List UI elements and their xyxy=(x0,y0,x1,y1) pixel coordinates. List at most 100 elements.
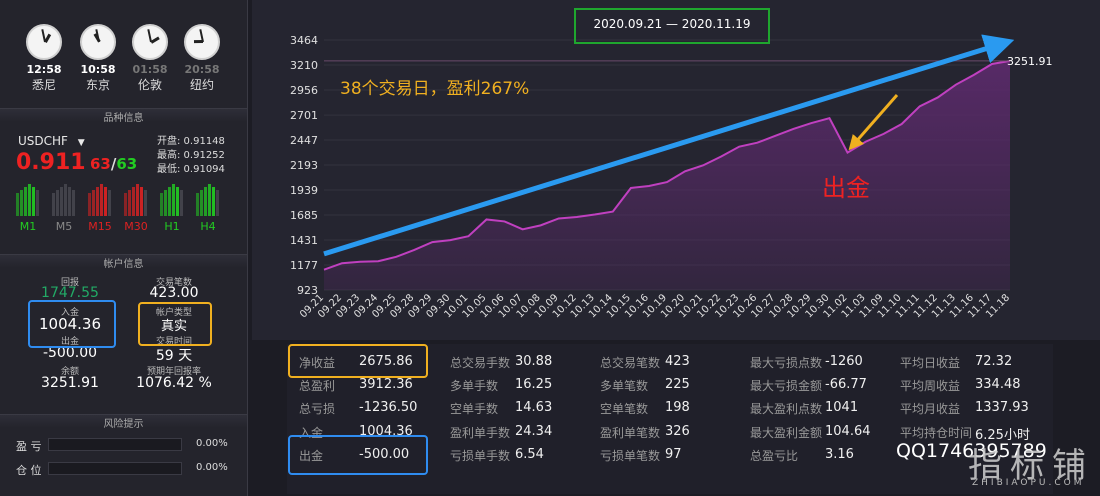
stat-label: 最大亏损金额 xyxy=(750,379,823,393)
deposit-value: 1004.36 xyxy=(38,315,102,333)
stat-value: 1041 xyxy=(825,400,859,415)
stat-value: 2675.86 xyxy=(359,354,413,369)
trades-value: 423.00 xyxy=(149,285,199,301)
stat-label: 平均持仓时间 xyxy=(900,426,973,440)
clock-icon xyxy=(184,24,220,60)
stat-value: 72.32 xyxy=(975,354,1013,369)
strength-bars-M15 xyxy=(88,184,112,216)
stat-value: 6.54 xyxy=(515,447,544,462)
stat-item: 总盈利 3912.36 xyxy=(299,377,413,394)
strength-bars-M1 xyxy=(16,184,40,216)
stat-item: 盈利单笔数 326 xyxy=(600,424,690,441)
strength-bars-H1 xyxy=(160,184,184,216)
withdraw-value: -500.00 xyxy=(42,345,98,361)
stat-label: 净收益 xyxy=(299,356,336,370)
trades-label: 交易笔数 xyxy=(155,278,192,288)
stat-value: -1260 xyxy=(825,354,863,369)
date-range: 2020.09.21 — 2020.11.19 xyxy=(593,17,751,31)
stat-item: 平均持仓时间 6.25小时 xyxy=(900,424,1030,443)
stat-item: 总交易手数 30.88 xyxy=(450,354,552,371)
pips-ask: 63 xyxy=(116,155,138,173)
stat-value: 6.25小时 xyxy=(975,428,1030,443)
y-tick-label: 1431 xyxy=(290,234,318,247)
stat-value: -500.00 xyxy=(359,447,410,462)
timeframe-H1[interactable]: H1 xyxy=(164,220,180,233)
stat-value: 14.63 xyxy=(515,400,553,415)
date-range-box xyxy=(574,8,770,44)
y-tick-label: 2447 xyxy=(290,134,318,147)
stat-value: 3912.36 xyxy=(359,377,413,392)
y-tick-label: 2956 xyxy=(290,84,318,97)
equity-chart-panel: 923 1177 1431 1685 1939 2193 2447 2701 2956 3210 3… xyxy=(252,0,1100,340)
stat-item: 平均周收益 334.48 xyxy=(900,377,1021,394)
timeframe-H4[interactable]: H4 xyxy=(200,220,216,233)
last-value-label: 3251.91 xyxy=(1007,55,1053,68)
stat-label: 平均月收益 xyxy=(900,402,961,416)
chevron-down-icon[interactable]: ▼ xyxy=(77,138,85,148)
stat-item: 盈利单手数 24.34 xyxy=(450,424,552,441)
stat-value: 423 xyxy=(665,354,690,369)
return-label: 回报 xyxy=(60,278,79,288)
symbol-name: USDCHF xyxy=(18,134,68,148)
profit-annotation: 38个交易日，盈利267% xyxy=(340,79,530,99)
stat-label: 盈利单手数 xyxy=(450,426,511,440)
trend-arrow xyxy=(323,34,1015,257)
account-type-highlight-box xyxy=(138,302,212,346)
timeframe-M15[interactable]: M15 xyxy=(88,220,112,233)
clock-time: 10:58 xyxy=(80,63,116,76)
stat-label: 多单笔数 xyxy=(600,379,649,393)
stat-label: 最大亏损点数 xyxy=(750,356,823,370)
timeframe-M30[interactable]: M30 xyxy=(124,220,148,233)
clock-0: 12:58 悉尼 xyxy=(24,24,64,93)
strength-bars-H4 xyxy=(196,184,220,216)
open-price: 开盘: 0.91148 xyxy=(157,136,225,147)
stat-item: 空单笔数 198 xyxy=(600,400,690,417)
timeframe-M5[interactable]: M5 xyxy=(55,220,73,233)
stat-label: 总亏损 xyxy=(299,402,336,416)
withdraw-label: 出金 xyxy=(60,337,79,347)
risk-row-position-pct: 0.00% xyxy=(196,462,228,473)
account-type-label: 帐户类型 xyxy=(155,308,192,318)
watermark-url: ZHIBIAOPU.COM xyxy=(972,478,1085,488)
y-tick-label: 1177 xyxy=(290,259,318,272)
risk-row-pnl-label: 盈 亏 xyxy=(16,440,42,453)
timeframe-M1[interactable]: M1 xyxy=(19,220,37,233)
account-type-value: 真实 xyxy=(160,319,187,334)
clock-icon xyxy=(26,24,62,60)
stat-label: 平均周收益 xyxy=(900,379,961,393)
symbol-selector[interactable]: USDCHF ▼ xyxy=(18,134,85,148)
clock-icon xyxy=(132,24,168,60)
stat-value: 225 xyxy=(665,377,690,392)
stat-label: 多单手数 xyxy=(450,379,499,393)
clock-city: 悉尼 xyxy=(31,78,56,92)
stat-label: 盈利单笔数 xyxy=(600,426,661,440)
stat-label: 空单手数 xyxy=(450,402,499,416)
stat-item: 平均月收益 1337.93 xyxy=(900,400,1029,417)
stat-item: 平均日收益 72.32 xyxy=(900,354,1012,371)
symbol-section-header: 品种信息 xyxy=(0,108,247,124)
account-section-header: 帐户信息 xyxy=(0,254,247,270)
stat-label: 总盈亏比 xyxy=(750,449,799,463)
duration-label: 交易时间 xyxy=(155,337,192,347)
stat-value: 104.64 xyxy=(825,424,871,439)
stats-panel: 净收益 2675.86 总盈利 3912.36 总亏损 -1236.50 入金 1004.36… xyxy=(287,344,1053,494)
deposit-label: 入金 xyxy=(60,308,79,318)
balance-label: 余额 xyxy=(60,367,79,377)
stat-item: 出金 -500.00 xyxy=(299,447,409,464)
stat-item: 总盈亏比 3.16 xyxy=(750,447,854,464)
pips-bid: 63 xyxy=(90,155,111,173)
clock-time: 20:58 xyxy=(184,63,220,76)
stat-value: 326 xyxy=(665,424,690,439)
clock-3: 20:58 纽约 xyxy=(182,24,222,93)
stat-item: 最大盈利金额 104.64 xyxy=(750,424,871,441)
y-tick-label: 3464 xyxy=(290,34,318,47)
stat-item: 多单笔数 225 xyxy=(600,377,690,394)
y-tick-label: 3210 xyxy=(290,59,318,72)
stat-item: 多单手数 16.25 xyxy=(450,377,552,394)
clock-icon xyxy=(80,24,116,60)
stat-label: 空单笔数 xyxy=(600,402,649,416)
strength-bars-M5 xyxy=(52,184,76,216)
y-tick-label: 2701 xyxy=(290,109,318,122)
withdraw-annotation: 出金 xyxy=(822,174,870,202)
